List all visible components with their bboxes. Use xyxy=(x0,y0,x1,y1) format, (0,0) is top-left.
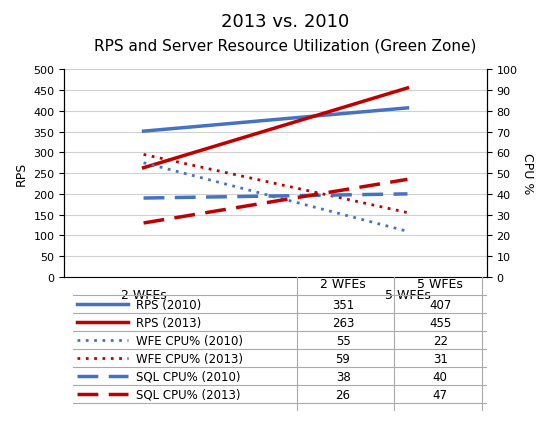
Text: 455: 455 xyxy=(429,316,451,329)
Text: 40: 40 xyxy=(433,370,447,383)
Text: SQL CPU% (2010): SQL CPU% (2010) xyxy=(136,370,240,383)
Text: RPS (2010): RPS (2010) xyxy=(136,298,201,311)
Text: 2 WFEs: 2 WFEs xyxy=(121,288,166,301)
Text: 407: 407 xyxy=(429,298,451,311)
Y-axis label: CPU %: CPU % xyxy=(521,153,534,194)
Text: 263: 263 xyxy=(332,316,354,329)
Text: RPS and Server Resource Utilization (Green Zone): RPS and Server Resource Utilization (Gre… xyxy=(94,38,477,53)
Text: WFE CPU% (2010): WFE CPU% (2010) xyxy=(136,334,243,347)
Text: 2013 vs. 2010: 2013 vs. 2010 xyxy=(221,13,350,31)
Text: 2 WFEs: 2 WFEs xyxy=(320,277,366,290)
Text: RPS (2013): RPS (2013) xyxy=(136,316,201,329)
Text: 5 WFEs: 5 WFEs xyxy=(384,288,430,301)
Text: 59: 59 xyxy=(335,352,350,365)
Text: 31: 31 xyxy=(433,352,447,365)
Text: WFE CPU% (2013): WFE CPU% (2013) xyxy=(136,352,243,365)
Text: 22: 22 xyxy=(433,334,447,347)
Text: 47: 47 xyxy=(433,388,447,401)
Text: 351: 351 xyxy=(332,298,354,311)
Text: 26: 26 xyxy=(335,388,351,401)
Text: 38: 38 xyxy=(335,370,350,383)
Text: SQL CPU% (2013): SQL CPU% (2013) xyxy=(136,388,240,401)
Text: 55: 55 xyxy=(335,334,350,347)
Text: 5 WFEs: 5 WFEs xyxy=(417,277,463,290)
Y-axis label: RPS: RPS xyxy=(15,161,28,186)
